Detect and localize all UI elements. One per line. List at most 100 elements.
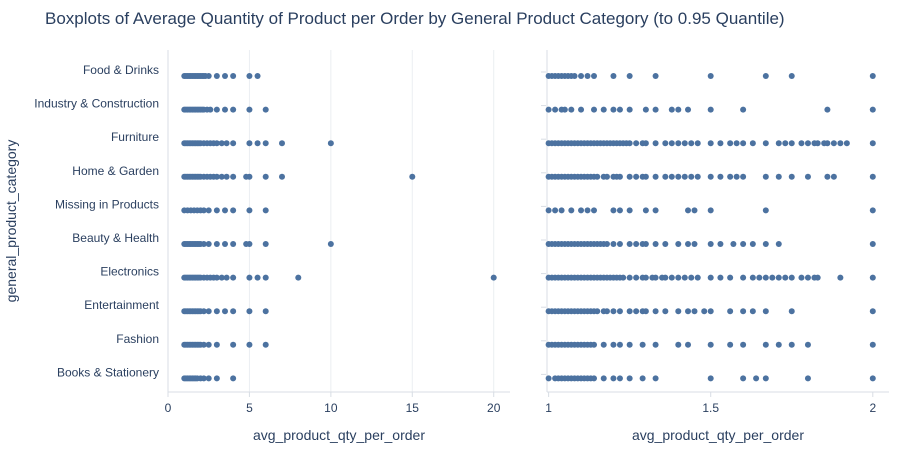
series-quantile-missing-in-products xyxy=(545,207,876,214)
series-full-furniture xyxy=(181,140,334,147)
point-quantile-entertainment-26 xyxy=(675,308,682,315)
point-full-food-and-drinks-15 xyxy=(213,73,220,79)
point-full-entertainment-15 xyxy=(230,308,237,315)
point-quantile-home-and-garden-38 xyxy=(775,173,782,180)
point-quantile-entertainment-18 xyxy=(610,308,617,315)
point-quantile-electronics-29 xyxy=(652,274,659,281)
point-full-industry-and-construction-15 xyxy=(213,106,220,113)
point-quantile-beauty-and-health-29 xyxy=(691,241,698,247)
point-quantile-furniture-33 xyxy=(681,140,688,147)
point-full-entertainment-14 xyxy=(222,308,228,315)
point-quantile-missing-in-products-11 xyxy=(652,207,659,214)
point-full-furniture-16 xyxy=(218,140,225,147)
point-full-beauty-and-health-13 xyxy=(213,241,220,247)
point-quantile-books-and-stationery-20 xyxy=(707,375,714,382)
axes-layer xyxy=(167,50,889,397)
point-full-entertainment-11 xyxy=(200,308,207,315)
x-tick-label-full-0: 0 xyxy=(165,401,172,415)
point-quantile-electronics-40 xyxy=(740,274,747,281)
point-full-fashion-12 xyxy=(205,341,212,348)
point-quantile-industry-and-construction-18 xyxy=(824,106,831,113)
point-quantile-furniture-44 xyxy=(782,140,789,147)
point-quantile-entertainment-36 xyxy=(869,308,876,315)
point-quantile-home-and-garden-15 xyxy=(594,173,601,180)
point-quantile-food-and-drinks-11 xyxy=(591,73,598,79)
point-quantile-electronics-25 xyxy=(633,274,640,281)
point-quantile-fashion-25 xyxy=(740,341,747,348)
point-quantile-beauty-and-health-34 xyxy=(749,241,756,247)
point-full-industry-and-construction-14 xyxy=(207,106,214,113)
point-quantile-fashion-26 xyxy=(762,341,769,348)
point-full-missing-in-products-6 xyxy=(200,207,207,214)
point-quantile-furniture-54 xyxy=(843,140,850,147)
point-quantile-home-and-garden-21 xyxy=(626,173,633,180)
point-quantile-missing-in-products-15 xyxy=(762,207,769,214)
point-quantile-fashion-29 xyxy=(804,341,811,348)
point-quantile-furniture-30 xyxy=(662,140,669,147)
point-quantile-home-and-garden-22 xyxy=(633,173,640,180)
point-quantile-electronics-48 xyxy=(798,274,805,281)
point-full-books-and-stationery-12 xyxy=(213,375,220,382)
point-quantile-food-and-drinks-12 xyxy=(610,73,617,79)
point-quantile-entertainment-27 xyxy=(685,308,692,315)
point-quantile-electronics-52 xyxy=(837,274,844,281)
point-quantile-entertainment-15 xyxy=(594,308,601,315)
point-quantile-electronics-23 xyxy=(620,274,627,281)
point-full-missing-in-products-9 xyxy=(222,207,228,214)
point-full-furniture-21 xyxy=(262,140,269,147)
point-full-fashion-11 xyxy=(200,341,207,348)
point-quantile-furniture-31 xyxy=(668,140,675,147)
point-quantile-beauty-and-health-24 xyxy=(642,241,649,247)
point-full-books-and-stationery-11 xyxy=(205,375,212,382)
point-quantile-entertainment-28 xyxy=(691,308,698,315)
point-quantile-home-and-garden-31 xyxy=(694,173,701,180)
point-quantile-fashion-20 xyxy=(652,341,659,348)
point-quantile-industry-and-construction-4 xyxy=(568,106,575,113)
x-axis-title-left: avg_product_qty_per_order xyxy=(253,427,425,443)
point-quantile-furniture-41 xyxy=(749,140,756,147)
point-quantile-furniture-37 xyxy=(717,140,724,147)
series-full-fashion xyxy=(181,341,269,348)
point-full-beauty-and-health-15 xyxy=(230,241,237,247)
point-quantile-beauty-and-health-25 xyxy=(652,241,659,247)
point-quantile-electronics-33 xyxy=(675,274,682,281)
point-quantile-electronics-36 xyxy=(694,274,701,281)
y-tick-label-beauty-and-health: Beauty & Health xyxy=(72,231,159,245)
point-quantile-electronics-31 xyxy=(662,274,669,281)
point-quantile-furniture-53 xyxy=(837,140,844,147)
point-quantile-beauty-and-health-31 xyxy=(717,241,724,247)
point-full-home-and-garden-18 xyxy=(230,173,237,180)
point-quantile-entertainment-20 xyxy=(626,308,633,315)
point-quantile-books-and-stationery-14 xyxy=(600,375,607,382)
point-quantile-beauty-and-health-33 xyxy=(740,241,747,247)
series-quantile-books-and-stationery xyxy=(545,375,876,382)
point-full-food-and-drinks-14 xyxy=(205,73,212,79)
point-quantile-missing-in-products-5 xyxy=(584,207,591,214)
point-quantile-entertainment-32 xyxy=(740,308,747,315)
point-quantile-furniture-36 xyxy=(707,140,714,147)
point-full-entertainment-17 xyxy=(262,308,269,315)
point-quantile-industry-and-construction-0 xyxy=(545,106,552,113)
point-quantile-home-and-garden-28 xyxy=(675,173,682,180)
point-quantile-electronics-51 xyxy=(814,274,821,281)
point-full-home-and-garden-23 xyxy=(409,173,416,180)
point-quantile-furniture-29 xyxy=(652,140,659,147)
point-full-furniture-19 xyxy=(246,140,253,147)
point-quantile-fashion-28 xyxy=(788,341,795,348)
y-tick-label-industry-and-construction: Industry & Construction xyxy=(34,97,159,111)
point-quantile-missing-in-products-4 xyxy=(578,207,585,214)
point-quantile-industry-and-construction-14 xyxy=(675,106,682,113)
point-quantile-industry-and-construction-12 xyxy=(652,106,659,113)
series-full-books-and-stationery xyxy=(181,375,237,382)
point-quantile-home-and-garden-35 xyxy=(733,173,740,180)
point-quantile-beauty-and-health-19 xyxy=(610,241,617,247)
point-quantile-books-and-stationery-15 xyxy=(610,375,617,382)
point-quantile-home-and-garden-30 xyxy=(688,173,695,180)
point-full-electronics-20 xyxy=(254,274,261,281)
point-quantile-books-and-stationery-23 xyxy=(762,375,769,382)
point-quantile-furniture-52 xyxy=(830,140,837,147)
point-quantile-books-and-stationery-22 xyxy=(753,375,760,382)
point-quantile-food-and-drinks-10 xyxy=(584,73,591,79)
point-quantile-furniture-49 xyxy=(814,140,821,147)
point-quantile-fashion-14 xyxy=(591,341,598,348)
